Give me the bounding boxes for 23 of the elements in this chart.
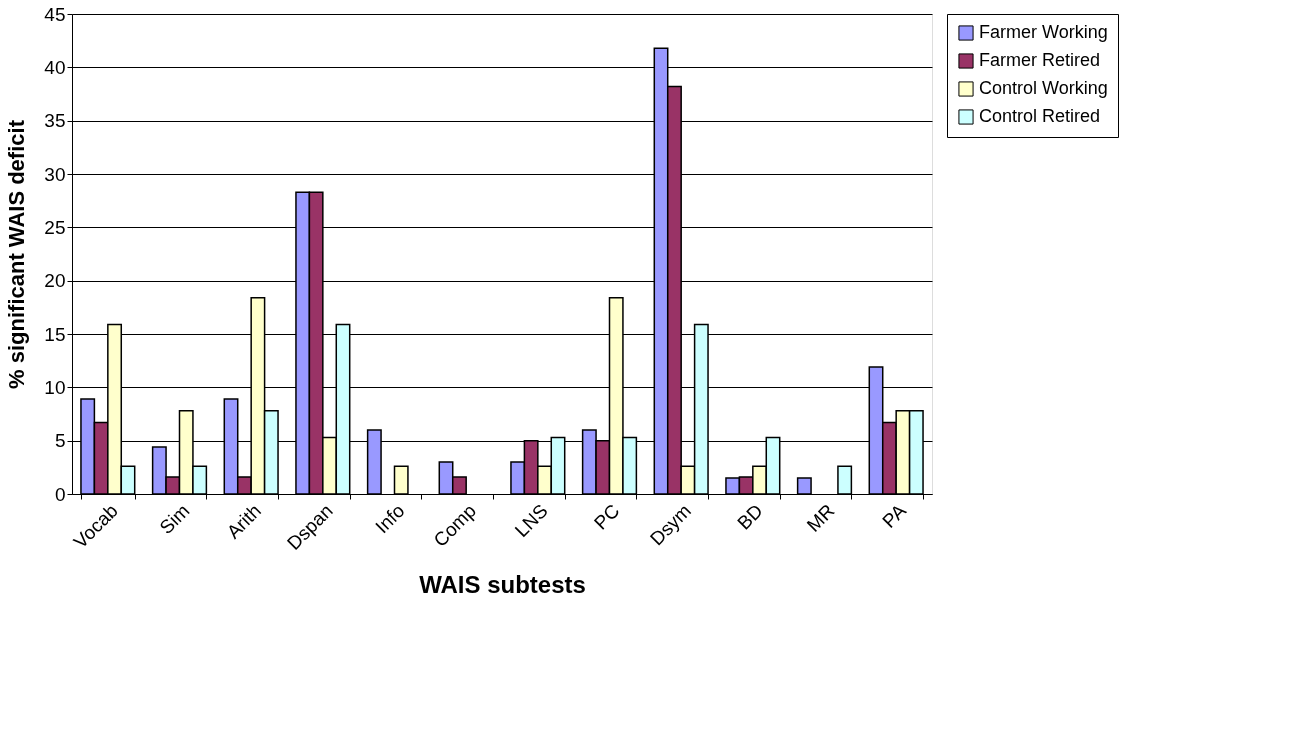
x-axis-title: WAIS subtests <box>419 570 586 598</box>
legend-label: Control Retired <box>979 106 1101 126</box>
y-tick-label: 0 <box>54 483 66 505</box>
y-tick-label: 40 <box>44 56 66 78</box>
x-tick-label: PC <box>589 500 624 534</box>
y-tick-label: 35 <box>44 110 66 132</box>
x-tick-label: Sim <box>155 500 194 539</box>
y-tick-label: 30 <box>44 163 66 185</box>
y-tick-label: 5 <box>54 430 66 452</box>
x-tick-label: LNS <box>510 500 552 542</box>
y-tick-label: 10 <box>44 376 66 398</box>
x-tick-label: Info <box>371 500 409 538</box>
x-tick-label: PA <box>878 499 911 532</box>
y-axis-title: % significant WAIS deficit <box>4 119 30 389</box>
y-tick-label: 45 <box>44 3 66 25</box>
x-tick-label: BD <box>733 500 767 534</box>
y-tick-label: 25 <box>44 216 66 238</box>
legend-label: Farmer Retired <box>979 50 1101 70</box>
x-tick-label: MR <box>802 500 839 536</box>
y-tick-label: 15 <box>44 323 66 345</box>
y-tick-label: 20 <box>44 270 66 292</box>
legend-label: Farmer Working <box>979 22 1108 42</box>
legend-label: Control Working <box>979 78 1108 98</box>
